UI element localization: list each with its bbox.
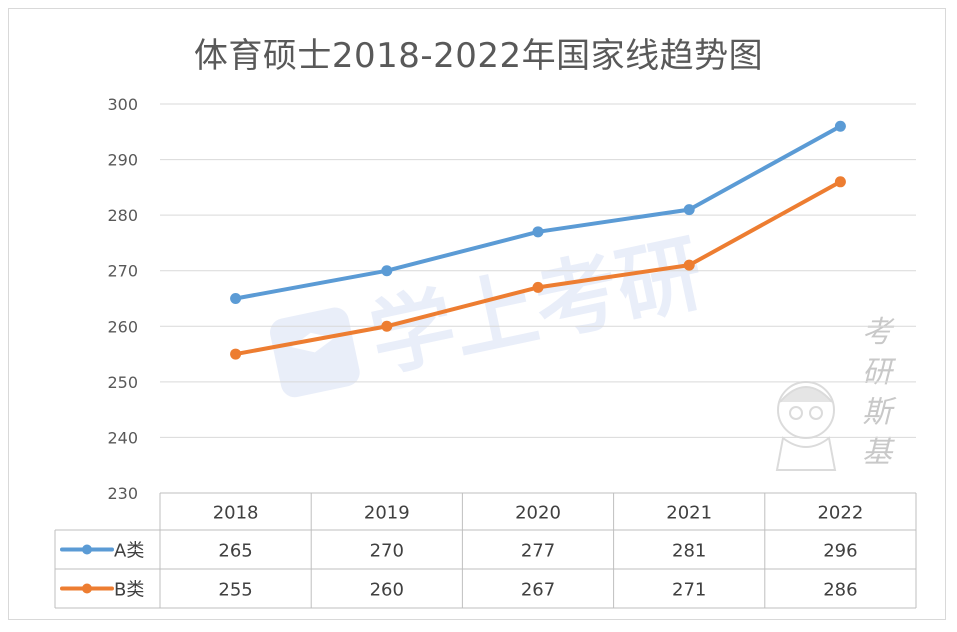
y-tick-label: 240 bbox=[107, 428, 138, 447]
data-point bbox=[230, 348, 242, 360]
chart-title: 体育硕士2018-2022年国家线趋势图 bbox=[193, 36, 764, 76]
data-table-cell: 286 bbox=[823, 580, 857, 601]
watermark-char: 基 bbox=[862, 435, 895, 470]
data-table-cell: 265 bbox=[218, 541, 252, 562]
y-tick-label: 270 bbox=[107, 262, 138, 281]
y-axis-ticks: 300 290 280 270 260 250 240 230 bbox=[107, 95, 138, 503]
x-tick-label: 2018 bbox=[213, 503, 259, 524]
chart-frame bbox=[8, 8, 946, 620]
data-table-cell: 271 bbox=[672, 580, 706, 601]
x-tick-label: 2021 bbox=[666, 503, 712, 524]
y-tick-label: 300 bbox=[107, 95, 138, 114]
data-point bbox=[381, 265, 393, 277]
y-tick-label: 290 bbox=[107, 151, 138, 170]
legend-key-marker bbox=[82, 583, 92, 594]
data-point bbox=[834, 120, 846, 132]
data-table-cell: 296 bbox=[823, 541, 857, 562]
watermark-char: 斯 bbox=[862, 395, 897, 430]
data-table-cell: 281 bbox=[672, 541, 706, 562]
data-table: 2018 2019 2020 2021 2022 A类 265 270 277 281 296 B类 2… bbox=[54, 492, 917, 609]
legend-label: B类 bbox=[114, 580, 144, 601]
watermark-logo-text: 学上考研 bbox=[362, 224, 711, 390]
data-point bbox=[230, 293, 242, 304]
watermark-side-text: 考 研 斯 基 bbox=[862, 315, 897, 470]
data-table-cell: 270 bbox=[370, 541, 404, 562]
x-tick-label: 2019 bbox=[364, 503, 410, 524]
data-point bbox=[683, 204, 695, 216]
legend-key-marker bbox=[82, 544, 92, 555]
watermark-mascot bbox=[775, 381, 837, 471]
watermark-char: 研 bbox=[862, 355, 897, 390]
data-table-cell: 260 bbox=[370, 580, 404, 601]
y-tick-label: 230 bbox=[107, 484, 138, 503]
data-table-cell: 267 bbox=[521, 580, 555, 601]
data-point bbox=[683, 259, 695, 271]
gridlines bbox=[160, 103, 916, 438]
data-point bbox=[532, 281, 544, 293]
data-point bbox=[834, 176, 846, 188]
x-tick-label: 2022 bbox=[817, 503, 863, 524]
data-table-cell: 277 bbox=[521, 541, 555, 562]
watermark-char: 考 bbox=[862, 315, 895, 350]
x-tick-label: 2020 bbox=[515, 503, 561, 524]
legend-label: A类 bbox=[114, 541, 144, 562]
y-tick-label: 250 bbox=[107, 373, 138, 392]
data-table-cell: 255 bbox=[218, 580, 252, 601]
y-tick-label: 260 bbox=[107, 317, 138, 336]
data-point bbox=[381, 320, 393, 332]
y-tick-label: 280 bbox=[107, 206, 138, 225]
data-point bbox=[532, 226, 544, 238]
series-lines bbox=[230, 120, 846, 360]
